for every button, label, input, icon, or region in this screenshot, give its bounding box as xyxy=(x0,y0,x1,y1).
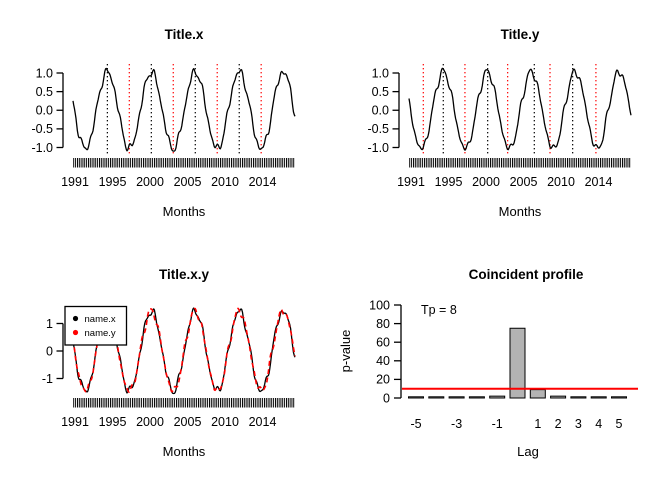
x-axis-title: Months xyxy=(163,204,206,219)
y-tick-label: 0 xyxy=(383,391,390,405)
y-tick-label: 40 xyxy=(376,354,390,368)
legend: name.x name.y xyxy=(64,305,128,346)
chart-title: Coincident profile xyxy=(469,267,584,282)
turning-point-markers xyxy=(422,64,597,155)
x-tick-label: 1995 xyxy=(99,175,127,189)
y-axis: -1.0 -0.5 0.0 0.5 1.0 xyxy=(31,66,64,155)
y-tick-label: 0.5 xyxy=(36,85,53,99)
chart-title: Title.x.y xyxy=(159,267,210,282)
x-tick-label: 1995 xyxy=(435,175,463,189)
bar-lag--3 xyxy=(448,396,465,399)
x-tick-label: 2005 xyxy=(174,175,202,189)
x-tick-label: 4 xyxy=(595,417,602,431)
bar-lag-2 xyxy=(550,395,567,399)
x-tick-label: 1991 xyxy=(397,175,425,189)
y-axis: -1 0 1 xyxy=(42,317,64,386)
x-tick-label: 2000 xyxy=(136,175,164,189)
y-tick-label: -0.5 xyxy=(367,122,389,136)
chart-panel-title-y: -1.0 -0.5 0.0 0.5 1.0 1991 1995 2000 2005 2010 201… xyxy=(367,27,632,219)
plot-content: 0 20 40 60 80 100 -5 -3 -1 1 2 3 4 5 xyxy=(369,298,638,431)
legend-dot-black xyxy=(72,315,79,322)
x-tick-label: 1995 xyxy=(99,415,127,429)
y-tick-label: -1.0 xyxy=(31,141,53,155)
x-tick-label: 2000 xyxy=(472,175,500,189)
chart-panel-title-x-y: -1 0 1 1991 1995 2000 2005 2010 2014 name.x name… xyxy=(42,267,296,459)
bar-lag-0 xyxy=(509,327,526,399)
bar-lag-1 xyxy=(529,389,546,399)
y-tick-label: 0.0 xyxy=(36,104,53,118)
plot-content: -1.0 -0.5 0.0 0.5 1.0 1991 1995 2000 2005 2010 201… xyxy=(367,64,632,189)
y-axis: -1.0 -0.5 0.0 0.5 1.0 xyxy=(367,66,400,155)
y-tick-label: -1.0 xyxy=(367,141,389,155)
legend-label-name-x: name.x xyxy=(85,314,116,325)
series-line-name.y xyxy=(72,306,296,393)
chart-title: Title.y xyxy=(501,27,540,42)
x-tick-label: 2014 xyxy=(585,175,613,189)
x-tick-label: 1991 xyxy=(61,415,89,429)
y-tick-label: 80 xyxy=(376,317,390,331)
x-tick-label: 2010 xyxy=(211,175,239,189)
bar-lag--4 xyxy=(428,396,445,399)
observation-rug xyxy=(73,398,295,408)
y-tick-label: 1 xyxy=(46,317,53,331)
x-axis-title: Months xyxy=(163,444,206,459)
bar-lag--5 xyxy=(408,396,424,399)
chart-panel-title-x: -1.0 -0.5 0.0 0.5 1.0 1991 1995 2000 2005 2010 201… xyxy=(31,27,296,219)
y-tick-label: 0.0 xyxy=(372,104,389,118)
x-tick-label: 3 xyxy=(575,417,582,431)
x-tick-label: 1991 xyxy=(61,175,89,189)
series-line-y xyxy=(408,67,632,151)
y-tick-label: -0.5 xyxy=(31,122,53,136)
x-tick-label: -3 xyxy=(451,417,462,431)
bar-lag--1 xyxy=(489,395,506,399)
observation-rug xyxy=(409,158,631,168)
legend-box xyxy=(64,305,128,346)
y-tick-label: 20 xyxy=(376,373,390,387)
x-tick-label: 1 xyxy=(534,417,541,431)
x-axis-title: Months xyxy=(499,204,542,219)
observation-rug xyxy=(73,158,295,168)
legend-dot-red xyxy=(72,329,79,336)
x-tick-label: 2014 xyxy=(249,175,277,189)
x-tick-label: -1 xyxy=(492,417,503,431)
x-tick-label: 2010 xyxy=(547,175,575,189)
bar-lag--2 xyxy=(468,396,485,399)
x-tick-label: 2005 xyxy=(510,175,538,189)
y-tick-label: 0 xyxy=(46,344,53,358)
x-tick-label: 2 xyxy=(555,417,562,431)
page-title: Title.x xyxy=(165,27,204,42)
bar-lag-5 xyxy=(611,396,627,399)
y-axis-title: p-value xyxy=(338,330,353,373)
legend-label-name-y: name.y xyxy=(85,328,116,339)
plot-content: -1.0 -0.5 0.0 0.5 1.0 1991 1995 2000 2005 2010 201… xyxy=(31,64,296,189)
x-tick-label: 2014 xyxy=(249,415,277,429)
y-tick-label: 60 xyxy=(376,336,390,350)
bars xyxy=(408,327,627,399)
x-tick-label: 2000 xyxy=(136,415,164,429)
tp-annotation: Tp = 8 xyxy=(421,303,457,317)
x-axis-title: Lag xyxy=(517,444,539,459)
y-tick-label: -1 xyxy=(42,372,53,386)
x-tick-label: 2010 xyxy=(211,415,239,429)
y-tick-label: 1.0 xyxy=(372,66,389,80)
bar-lag-4 xyxy=(590,396,607,399)
bar-lag-3 xyxy=(570,396,587,399)
series-line-x xyxy=(72,67,296,152)
x-tick-label: 5 xyxy=(616,417,623,431)
y-tick-label: 0.5 xyxy=(372,85,389,99)
chart-panel-coincident-profile: 0 20 40 60 80 100 -5 -3 -1 1 2 3 4 5 Coincident profi… xyxy=(338,267,638,459)
y-tick-label: 1.0 xyxy=(36,66,53,80)
x-tick-label: -5 xyxy=(410,417,421,431)
y-axis: 0 20 40 60 80 100 xyxy=(369,298,402,405)
y-tick-label: 100 xyxy=(369,298,390,312)
x-tick-label: 2005 xyxy=(174,415,202,429)
